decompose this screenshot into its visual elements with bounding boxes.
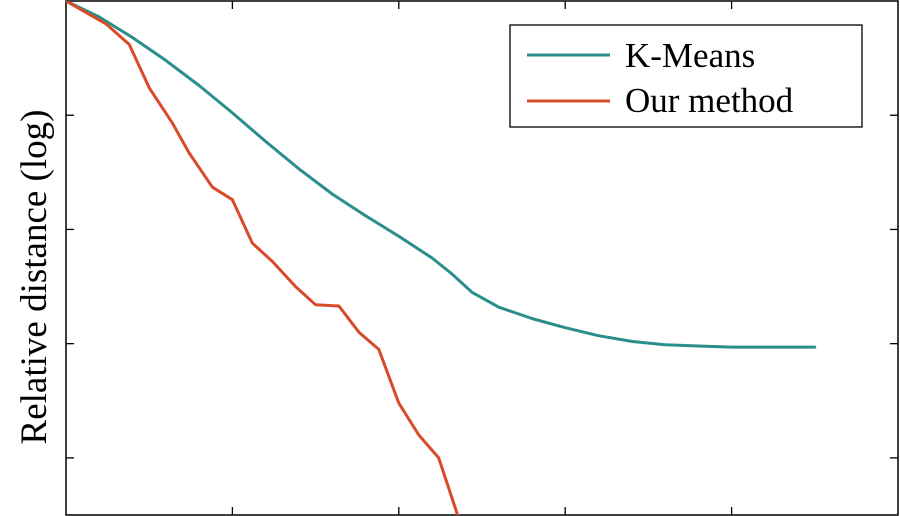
legend-label-kmeans: K-Means [625, 36, 755, 75]
series-line-k-means [66, 1, 817, 349]
series-line-our-method [66, 1, 460, 515]
series-lines [66, 1, 817, 515]
legend-label-our-method: Our method [625, 81, 794, 120]
legend: K-Means Our method [509, 24, 863, 128]
y-axis-label: Relative distance (log) [14, 110, 55, 445]
legend-box [509, 24, 863, 128]
axis-ticks [66, 1, 898, 515]
plot-frame [65, 0, 899, 516]
